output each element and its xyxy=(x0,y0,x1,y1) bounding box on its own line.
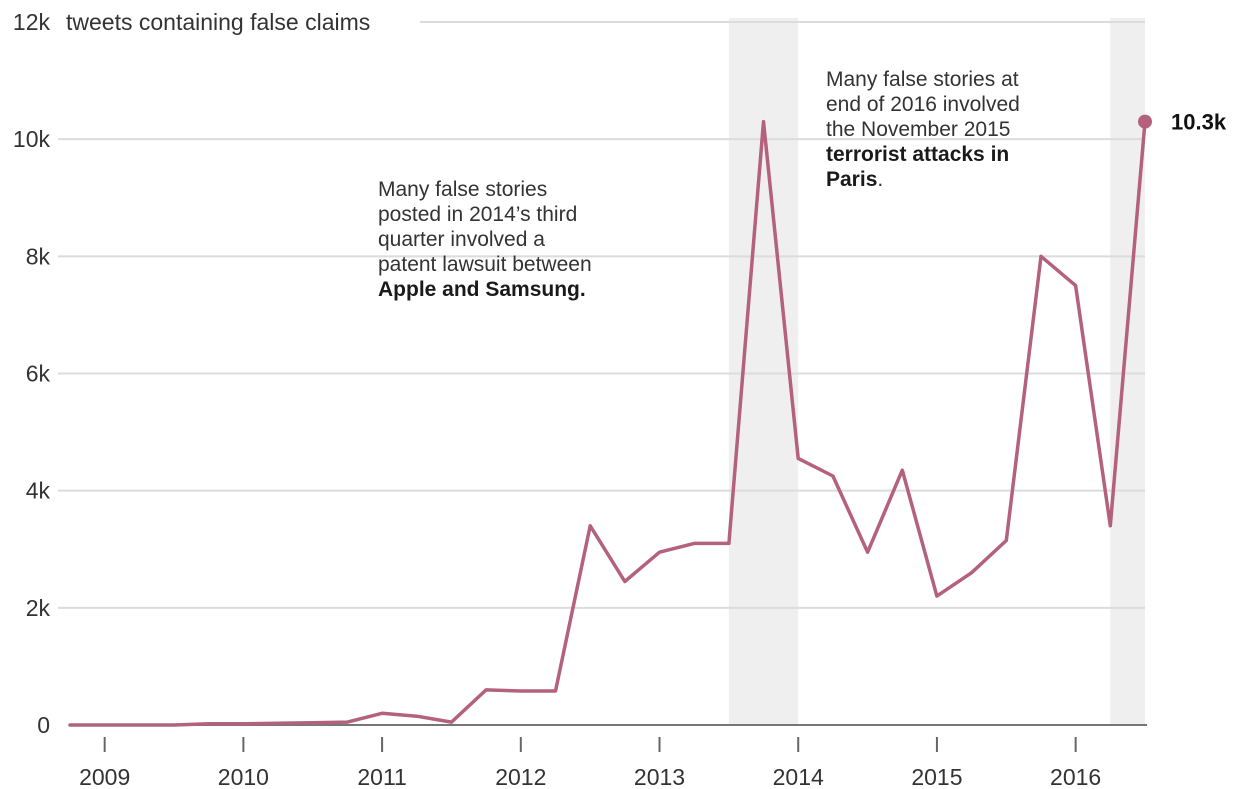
annotation-text: quarter involved a xyxy=(378,228,545,251)
x-tick-label: 2015 xyxy=(911,764,962,789)
x-tick-label: 2016 xyxy=(1050,764,1101,789)
x-tick-label: 2012 xyxy=(495,764,546,789)
annotation-text: posted in 2014’s third xyxy=(378,203,577,226)
annotation-text: Many false stories xyxy=(378,178,547,201)
y-tick-label: 10k xyxy=(13,126,51,152)
y-axis: 0 2k 4k 6k 8k 10k 12k xyxy=(13,9,51,738)
end-point-marker xyxy=(1138,114,1152,129)
series-line xyxy=(68,119,1147,727)
x-tick-label: 2014 xyxy=(773,764,824,789)
y-tick-label: 0 xyxy=(37,712,50,738)
annotation-text: Many false stories at xyxy=(826,68,1019,91)
annotation-text: Paris xyxy=(826,168,877,191)
annotation-text: end of 2016 involved xyxy=(826,93,1020,116)
end-value-label: 10.3k xyxy=(1171,110,1227,135)
x-tick-label: 2009 xyxy=(79,764,130,789)
y-tick-label: 4k xyxy=(26,478,51,504)
annotation-text: . xyxy=(877,168,883,191)
annotation-text: patent lawsuit between xyxy=(378,253,592,276)
annotation-text: Apple and Samsung. xyxy=(378,278,586,301)
x-axis: 2009 2010 2011 2012 2013 2014 2015 2016 xyxy=(70,724,1147,789)
annotation-text: terrorist attacks in xyxy=(826,143,1009,166)
annotation-2: Many false stories at end of 2016 involve… xyxy=(826,68,1020,191)
annotation-1: Many false stories posted in 2014’s third… xyxy=(378,178,592,301)
y-tick-label: 8k xyxy=(26,243,51,269)
x-tick-label: 2010 xyxy=(218,764,269,789)
y-tick-label: 2k xyxy=(26,595,51,621)
gridlines xyxy=(58,21,1145,609)
annotations: Many false stories posted in 2014’s third… xyxy=(378,68,1020,301)
y-tick-label: 6k xyxy=(26,361,51,387)
y-tick-label: 12k xyxy=(13,9,51,35)
y-axis-label: tweets containing false claims xyxy=(66,9,370,35)
x-tick-label: 2011 xyxy=(357,764,406,789)
x-tick-label: 2013 xyxy=(634,764,685,789)
annotation-text: the November 2015 xyxy=(826,118,1010,141)
